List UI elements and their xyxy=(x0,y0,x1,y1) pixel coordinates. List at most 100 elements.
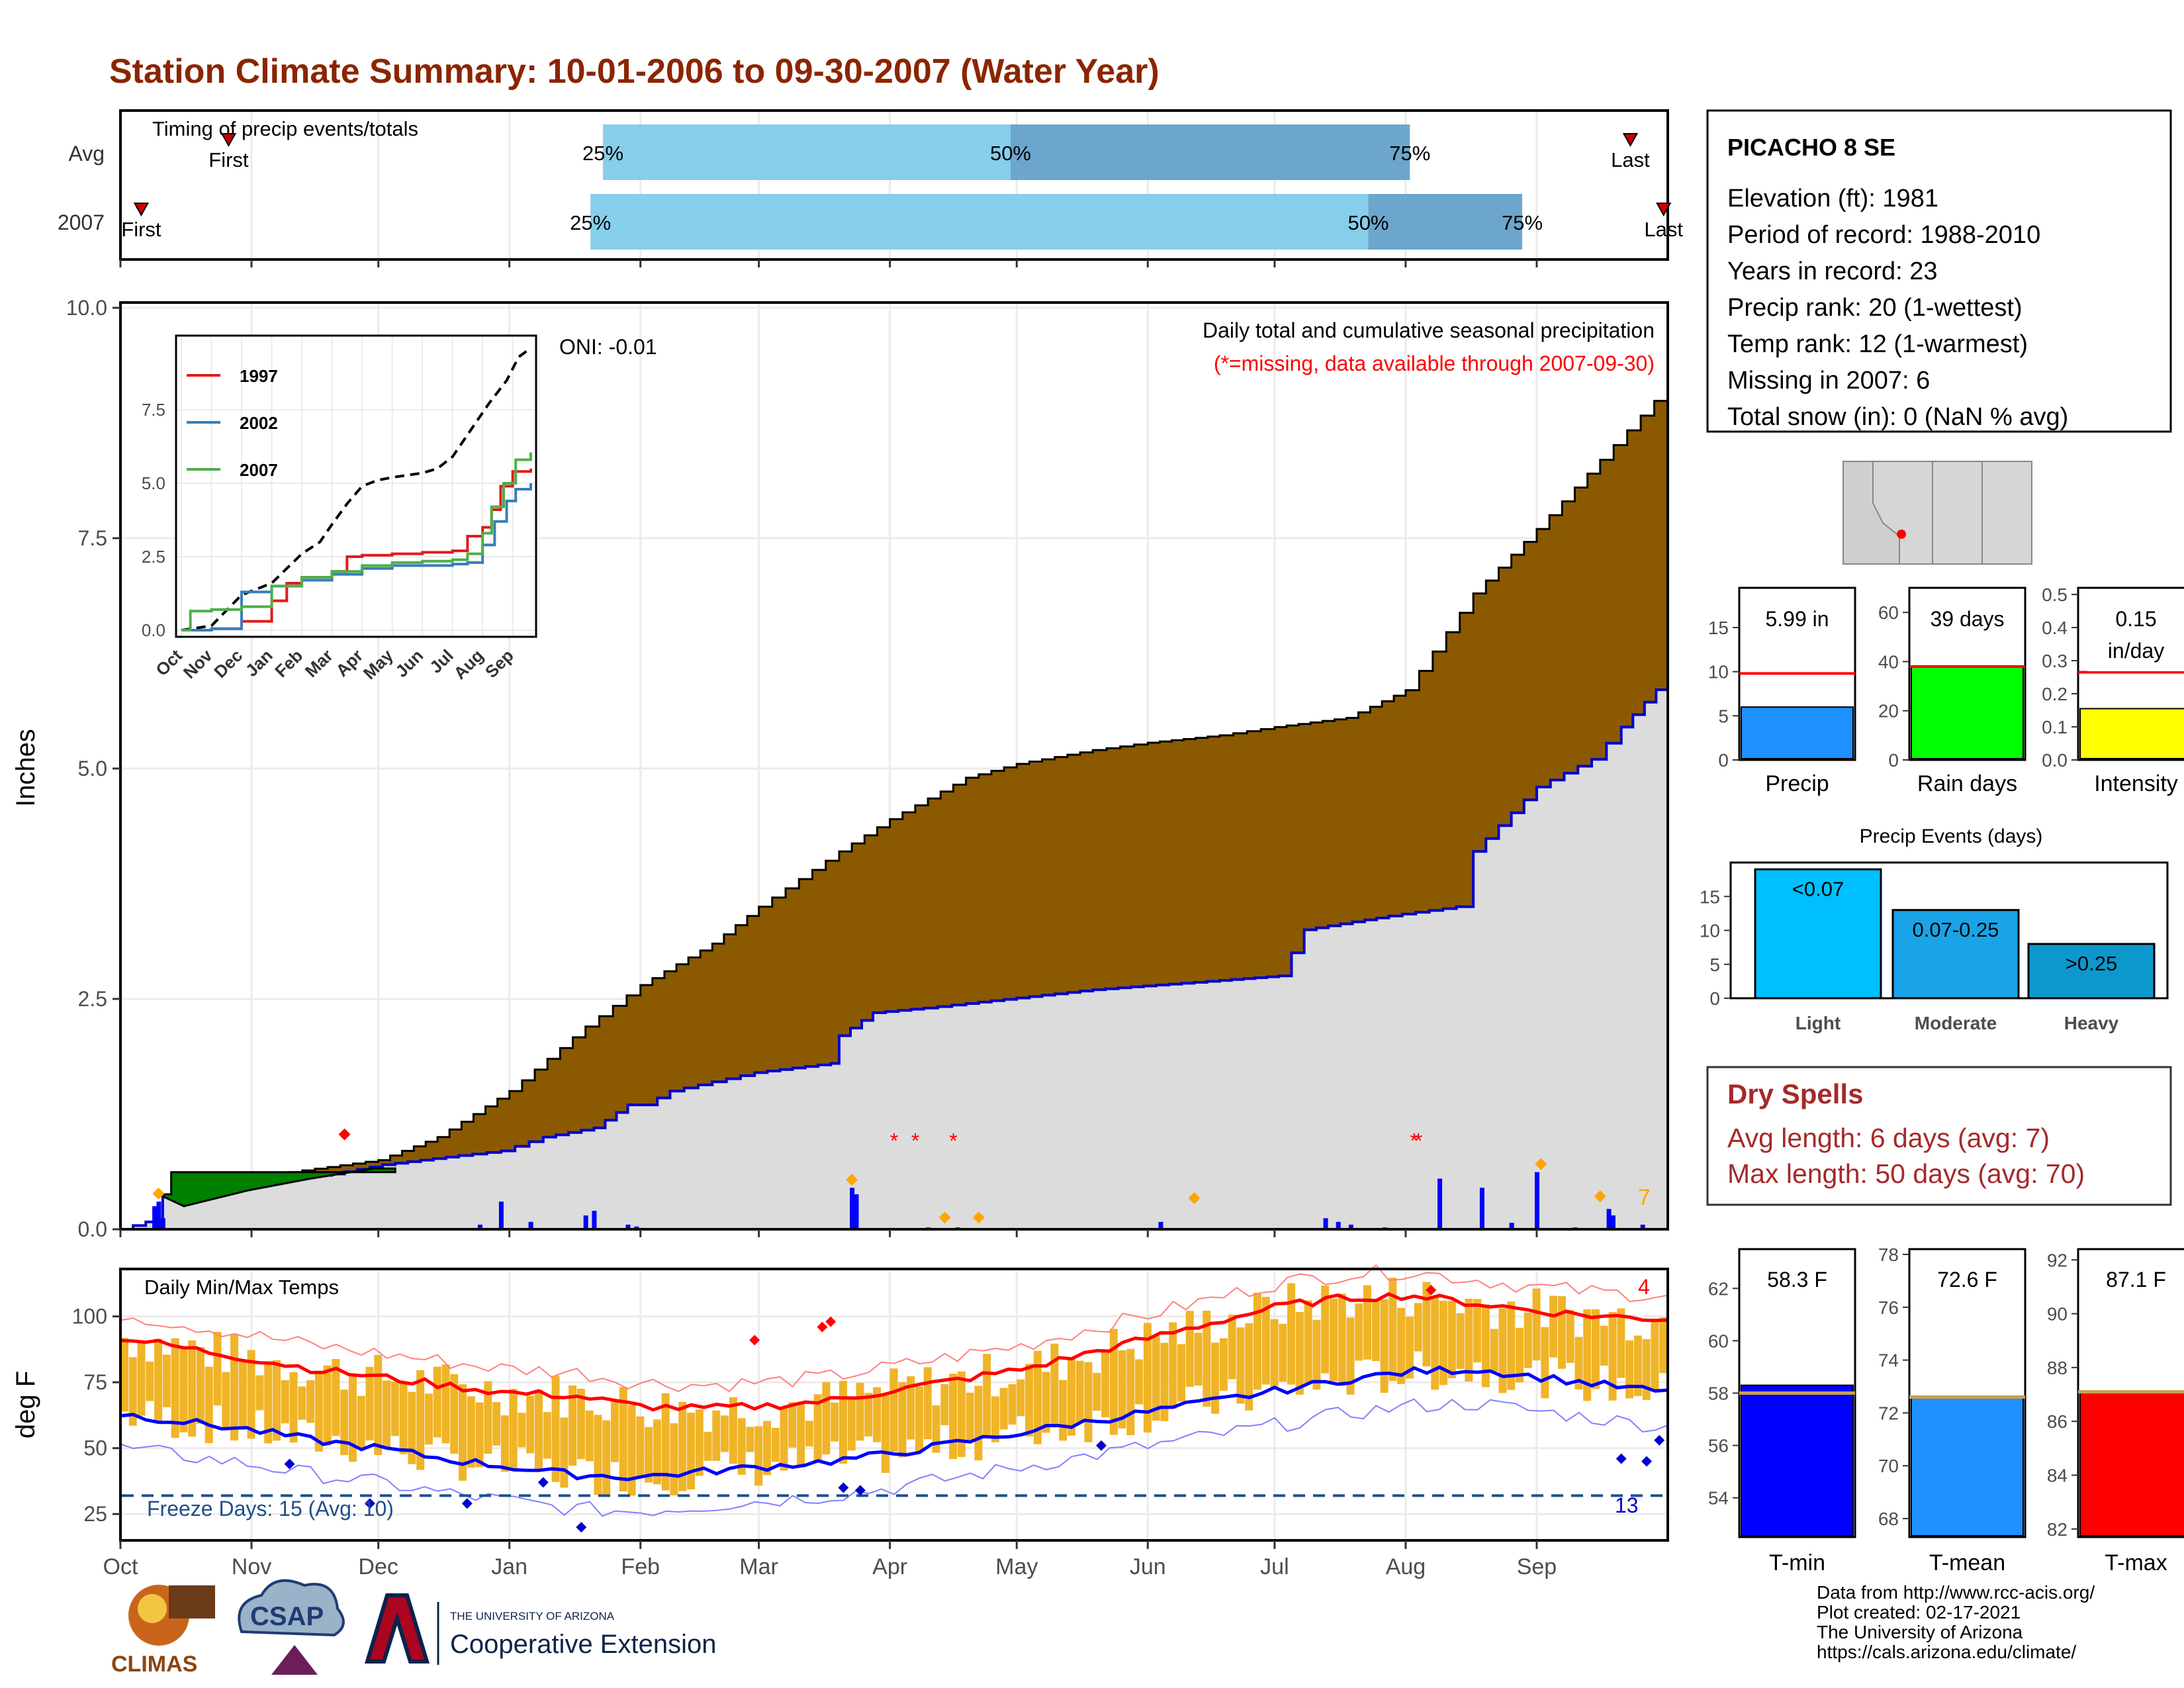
daily-precip-bar xyxy=(477,1225,482,1229)
temp-summary-tick-label: 88 xyxy=(2047,1358,2068,1378)
temp-summary-tick-label: 58 xyxy=(1708,1383,1729,1404)
summary-bar-tick-label: 0.5 xyxy=(2042,585,2068,605)
daily-temperature-range-bar xyxy=(1017,1379,1025,1417)
summary-bar-axis-label: Precip xyxy=(1765,771,1829,796)
daily-temperature-range-bar xyxy=(923,1367,932,1440)
daily-temperature-range-bar xyxy=(518,1413,526,1448)
precip-event-marker xyxy=(1594,1190,1606,1203)
daily-temperature-range-bar xyxy=(264,1363,273,1444)
early-season-surplus-area xyxy=(158,1167,396,1207)
daily-precip-bar xyxy=(1534,1172,1539,1229)
precip-header: Daily total and cumulative seasonal prec… xyxy=(1203,318,1655,342)
daily-temperature-range-bar xyxy=(1557,1296,1566,1369)
daily-temperature-range-bar xyxy=(940,1383,949,1425)
temperature-panel: Daily Min/Max Temps Freeze Days: 15 (Avg… xyxy=(11,259,1669,1579)
temp-summary-bar-T-min xyxy=(1741,1384,1854,1537)
ua-logo-small-text: THE UNIVERSITY OF ARIZONA xyxy=(450,1610,615,1622)
record-low-marker xyxy=(364,1498,375,1509)
daily-temperature-range-bar xyxy=(611,1400,619,1462)
inset-y-tick-label: 2.5 xyxy=(142,547,165,567)
daily-precip-bar xyxy=(850,1188,855,1229)
daily-temperature-range-bar xyxy=(645,1427,653,1483)
daily-temperature-range-bar xyxy=(390,1381,399,1436)
daily-temperature-range-bar xyxy=(1169,1322,1177,1409)
daily-temperature-range-bar xyxy=(1371,1299,1380,1362)
temperature-y-tick-label: 25 xyxy=(83,1502,107,1526)
timing-pct-label-q25: 25% xyxy=(570,211,611,234)
daily-temperature-range-bar xyxy=(535,1389,543,1472)
summary-bar-tick-label: 20 xyxy=(1878,701,1899,722)
daily-temperature-range-bar xyxy=(1304,1300,1312,1384)
daily-temperature-range-bar xyxy=(1185,1311,1194,1387)
daily-temperature-range-bar xyxy=(746,1427,754,1452)
inset-series-2002 xyxy=(181,483,532,632)
temp-summary-tick-label: 90 xyxy=(2047,1304,2068,1325)
daily-temperature-range-bar xyxy=(433,1366,441,1438)
temp-summary-tick-label: 62 xyxy=(1708,1278,1729,1299)
page-title: Station Climate Summary: 10-01-2006 to 0… xyxy=(109,52,1160,91)
daily-temperature-range-bar xyxy=(1549,1295,1558,1358)
daily-temperature-range-bar xyxy=(1253,1292,1261,1390)
daily-temperature-range-bar xyxy=(1481,1304,1490,1387)
average-max-line xyxy=(120,1291,1668,1412)
precip-events-bar-value: 0.07-0.25 xyxy=(1913,918,1999,941)
missing-data-marker: * xyxy=(1414,1129,1422,1153)
temp-summary-tick-label: 60 xyxy=(1708,1331,1729,1351)
csap-mountain-icon xyxy=(271,1645,318,1675)
daily-temperature-range-bar xyxy=(856,1382,864,1441)
daily-temperature-range-bar xyxy=(721,1415,729,1452)
daily-temperature-range-bar xyxy=(1211,1342,1220,1414)
temperature-y-tick-label: 75 xyxy=(83,1370,107,1394)
temp-summary-axis-label: T-min xyxy=(1769,1550,1825,1575)
daily-precip-bar xyxy=(1610,1215,1615,1229)
daily-temperature-range-bar xyxy=(678,1401,687,1491)
timing-bar-lower-Avg xyxy=(603,124,1011,180)
daily-temperature-range-bar xyxy=(1659,1317,1668,1374)
station-period: Period of record: 1988-2010 xyxy=(1727,221,2040,249)
daily-temperature-range-bar xyxy=(983,1354,991,1438)
daily-temperature-range-bar xyxy=(991,1396,999,1442)
inset-legend-label-1997: 1997 xyxy=(240,366,278,386)
summary-bar-tick-label: 0.2 xyxy=(2042,684,2068,704)
summary-bar-tick-label: 0.0 xyxy=(2042,750,2068,771)
daily-precip-bar xyxy=(1323,1218,1328,1229)
summary-bar-value-unit: in/day xyxy=(2108,639,2164,663)
timing-first-label: First xyxy=(208,148,249,171)
precip-events-bar-Heavy xyxy=(2027,943,2156,1000)
timing-row-label-2007: 2007 xyxy=(58,211,105,234)
daily-temperature-range-bar xyxy=(306,1380,315,1423)
temp-summary-tick-label: 76 xyxy=(1878,1297,1899,1318)
station-info-frame xyxy=(1706,109,2172,433)
daily-temperature-range-bar xyxy=(1279,1323,1287,1382)
daily-temperature-range-bar xyxy=(1439,1300,1448,1385)
precip-panel-frame xyxy=(119,301,1669,1231)
station-missing: Missing in 2007: 6 xyxy=(1727,367,1930,395)
daily-temperature-range-bar xyxy=(780,1407,788,1471)
daily-temperature-range-bar xyxy=(289,1372,298,1443)
daily-temperature-range-bar xyxy=(813,1394,822,1463)
daily-temperature-range-bar xyxy=(374,1354,383,1456)
daily-temperature-range-bar xyxy=(1329,1298,1338,1382)
daily-temperature-range-bar xyxy=(1101,1352,1110,1418)
precip-events-bar-label: Moderate xyxy=(1915,1013,1997,1033)
daily-temperature-range-bar xyxy=(1084,1362,1093,1442)
daily-temperature-range-bar xyxy=(272,1360,281,1441)
csap-logo-text: CSAP xyxy=(250,1602,324,1631)
daily-temperature-range-bar xyxy=(839,1381,847,1464)
daily-temperature-range-bar xyxy=(196,1346,205,1424)
record-high-count: 4 xyxy=(1638,1275,1650,1299)
summary-bar-label-box xyxy=(1749,598,1846,638)
record-high-line xyxy=(120,1264,1668,1393)
precip-events-tick-label: 5 xyxy=(1709,955,1720,975)
timing-last-marker xyxy=(1656,203,1672,217)
temp-summary-label-box xyxy=(1919,1260,2016,1299)
station-elevation: Elevation (ft): 1981 xyxy=(1727,185,1938,212)
climas-logo-accent xyxy=(169,1585,215,1618)
timing-panel: Timing of precip events/totals 25% 50% 75%… xyxy=(58,109,1683,261)
summary-bar-tick-label: 15 xyxy=(1708,618,1729,638)
daily-temperature-range-bar xyxy=(627,1405,636,1496)
precip-events-bar-label: Heavy xyxy=(2064,1013,2119,1033)
daily-precip-bar xyxy=(1158,1221,1163,1229)
inset-y-tick-label: 7.5 xyxy=(142,400,165,420)
precip-events-bar-value: <0.07 xyxy=(1792,877,1844,900)
